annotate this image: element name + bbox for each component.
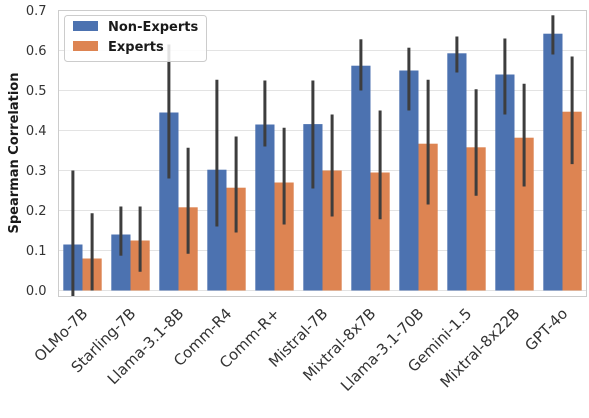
bar-experts: [418, 143, 438, 291]
legend-box: [64, 15, 207, 62]
y-tick-label: 0.4: [26, 124, 47, 139]
legend-swatch: [73, 21, 98, 31]
bar-non-experts: [543, 33, 563, 291]
x-tick-label: Llama-3.1-70B: [337, 305, 427, 395]
bar-non-experts: [495, 74, 515, 291]
x-tick-label: GPT-4o: [521, 305, 571, 355]
legend: Non-Experts Experts: [64, 15, 207, 62]
y-tick-label: 0.7: [26, 4, 47, 19]
y-tick-label: 0.1: [26, 244, 47, 259]
bar-non-experts: [207, 169, 227, 291]
y-tick-label: 0.3: [26, 164, 47, 179]
bars: [63, 33, 582, 291]
legend-label: Experts: [108, 40, 164, 55]
y-tick-label: 0.5: [26, 84, 47, 99]
bar-experts: [226, 187, 246, 291]
bar-experts: [274, 182, 294, 291]
y-axis-label: Spearman Correlation: [7, 73, 22, 234]
y-tick-label: 0.6: [26, 44, 47, 59]
x-tick-labels: OLMo-7BStarling-7BLlama-3.1-8BComm-R4Com…: [31, 305, 572, 395]
bar-non-experts: [111, 234, 131, 291]
bar-non-experts: [255, 124, 275, 291]
bar-non-experts: [447, 53, 467, 291]
bar-experts: [466, 147, 486, 291]
error-bars: [71, 15, 574, 297]
bar-non-experts: [351, 65, 371, 291]
y-tick-label: 0.0: [26, 284, 47, 299]
bar-experts: [370, 172, 390, 291]
bar-non-experts: [303, 124, 323, 291]
plot-frame: [58, 10, 587, 297]
bar-experts: [514, 137, 534, 291]
y-tick-label: 0.2: [26, 204, 47, 219]
legend-label: Non-Experts: [108, 20, 198, 35]
bar-experts: [562, 111, 582, 291]
y-tick-labels: 0.0 0.1 0.2 0.3 0.4 0.5 0.6 0.7: [26, 4, 47, 299]
legend-swatch: [73, 41, 98, 51]
bar-non-experts: [159, 112, 179, 291]
bar-non-experts: [399, 70, 419, 291]
bar-experts: [322, 170, 342, 291]
